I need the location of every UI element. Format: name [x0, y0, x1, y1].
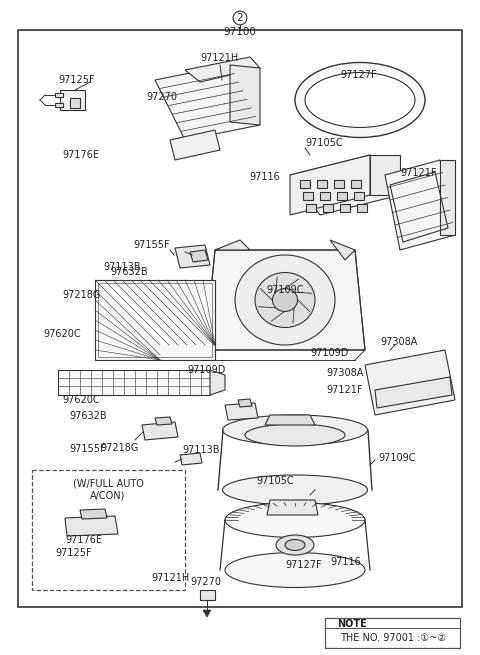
Text: 97632B: 97632B [70, 411, 107, 421]
Polygon shape [203, 610, 211, 617]
Polygon shape [80, 509, 107, 519]
Polygon shape [370, 155, 400, 195]
Text: NOTE: NOTE [337, 619, 367, 629]
Ellipse shape [285, 540, 305, 550]
Ellipse shape [273, 288, 298, 312]
Polygon shape [290, 155, 400, 215]
Polygon shape [354, 192, 364, 200]
Ellipse shape [255, 272, 315, 328]
Text: 97125F: 97125F [58, 75, 95, 85]
Text: 97218G: 97218G [100, 443, 138, 453]
Text: 97121H: 97121H [200, 53, 238, 63]
Text: 97109C: 97109C [378, 453, 416, 463]
Ellipse shape [223, 475, 368, 505]
Polygon shape [306, 204, 316, 212]
Polygon shape [440, 160, 455, 235]
Text: 97218G: 97218G [62, 290, 101, 300]
Ellipse shape [223, 415, 368, 445]
Text: 97127F: 97127F [286, 559, 322, 570]
Text: 97125F: 97125F [55, 548, 92, 559]
Text: 97116: 97116 [250, 172, 280, 182]
Text: A/CON): A/CON) [90, 491, 126, 501]
Polygon shape [70, 98, 80, 108]
Text: 97176E: 97176E [65, 535, 102, 545]
Polygon shape [238, 399, 252, 407]
Polygon shape [170, 130, 220, 160]
Polygon shape [290, 155, 370, 215]
Text: 97270: 97270 [190, 577, 221, 587]
Ellipse shape [305, 73, 415, 128]
Polygon shape [55, 103, 63, 107]
Text: 97113B: 97113B [182, 445, 219, 455]
Polygon shape [32, 470, 185, 590]
Polygon shape [95, 280, 215, 360]
Polygon shape [230, 65, 260, 125]
Polygon shape [18, 30, 462, 607]
Text: (W/FULL AUTO: (W/FULL AUTO [72, 479, 144, 489]
Ellipse shape [276, 535, 314, 555]
Ellipse shape [235, 255, 335, 345]
Polygon shape [365, 350, 455, 415]
Polygon shape [65, 516, 118, 536]
Text: 97116: 97116 [330, 557, 361, 567]
Polygon shape [205, 250, 365, 350]
Text: 97109D: 97109D [187, 365, 226, 375]
Text: 97270: 97270 [146, 92, 178, 102]
Polygon shape [317, 180, 327, 188]
Polygon shape [225, 403, 258, 420]
Text: 97620C: 97620C [62, 395, 100, 405]
Polygon shape [142, 422, 178, 440]
Text: 97308A: 97308A [380, 337, 418, 347]
Polygon shape [58, 370, 210, 395]
Polygon shape [337, 192, 347, 200]
Polygon shape [323, 204, 333, 212]
Polygon shape [55, 93, 63, 97]
Text: THE NO. 97001 :①~②: THE NO. 97001 :①~② [340, 633, 446, 643]
Polygon shape [175, 245, 210, 268]
Text: 97121F: 97121F [326, 384, 363, 395]
Text: 97121F: 97121F [400, 168, 436, 178]
Polygon shape [210, 370, 225, 395]
Text: 97155F: 97155F [133, 240, 169, 250]
Polygon shape [385, 160, 455, 250]
Polygon shape [200, 590, 215, 600]
Polygon shape [351, 180, 361, 188]
Polygon shape [325, 618, 460, 648]
Text: 97632B: 97632B [110, 267, 148, 277]
Polygon shape [267, 500, 318, 515]
Polygon shape [340, 204, 350, 212]
Ellipse shape [295, 62, 425, 138]
Polygon shape [330, 240, 355, 260]
Text: 97127F: 97127F [340, 70, 377, 80]
Polygon shape [265, 415, 315, 425]
Text: 97109C: 97109C [266, 285, 304, 295]
Polygon shape [375, 377, 452, 408]
Polygon shape [300, 180, 310, 188]
Polygon shape [185, 57, 260, 82]
Text: 97113B: 97113B [103, 262, 141, 272]
Ellipse shape [225, 553, 365, 588]
Ellipse shape [225, 502, 365, 538]
Text: 97105C: 97105C [257, 476, 294, 487]
Text: 97155F: 97155F [70, 443, 106, 454]
Text: 97100: 97100 [224, 27, 256, 37]
Text: 97109D: 97109D [310, 348, 348, 358]
Polygon shape [215, 240, 250, 250]
Text: 2: 2 [237, 13, 243, 23]
Polygon shape [60, 90, 85, 110]
Polygon shape [357, 204, 367, 212]
Polygon shape [303, 192, 313, 200]
Polygon shape [180, 453, 202, 465]
Text: 97105C: 97105C [305, 138, 343, 148]
Text: 97121H: 97121H [151, 573, 190, 584]
Polygon shape [155, 417, 172, 425]
Text: 97176E: 97176E [62, 150, 99, 160]
Text: 97308A: 97308A [326, 368, 364, 379]
Polygon shape [320, 192, 330, 200]
Ellipse shape [245, 424, 345, 446]
Polygon shape [190, 250, 208, 262]
Polygon shape [155, 65, 260, 140]
Polygon shape [334, 180, 344, 188]
Text: 97620C: 97620C [43, 329, 81, 339]
